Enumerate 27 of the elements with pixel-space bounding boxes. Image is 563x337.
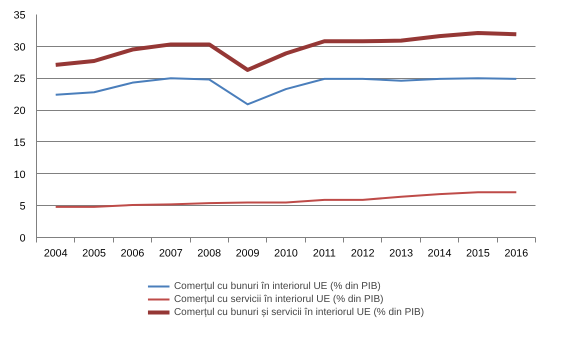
line-series (54, 191, 518, 208)
x-tick-label: 2015 (466, 248, 490, 260)
y-tick-label: 10 (14, 168, 26, 181)
x-tick-label: 2006 (120, 248, 144, 260)
legend-label: Comerțul cu bunuri în interiorul UE (% din PIB) (174, 280, 381, 292)
x-tick-label: 2008 (197, 248, 222, 260)
y-tick-label: 35 (14, 10, 26, 22)
line-series (54, 30, 518, 72)
legend-label: Comerțul cu servicii în interiorul UE (% din PIB) (174, 293, 384, 305)
y-tick-label: 5 (20, 200, 26, 213)
x-tick-label: 2009 (236, 248, 260, 260)
y-tick-label: 15 (14, 136, 26, 149)
x-tick-label: 2016 (504, 248, 528, 260)
legend-label: Comerțul cu bunuri și servicii în interiorul UE (% din PIB) (174, 306, 424, 318)
x-tick-label: 2010 (274, 248, 298, 260)
x-tick-label: 2014 (428, 248, 452, 260)
y-tick-label: 30 (14, 41, 26, 54)
x-tick-label: 2005 (82, 248, 106, 260)
line-series (54, 77, 518, 106)
y-tick-label: 25 (14, 73, 26, 86)
x-tick-label: 2007 (158, 248, 183, 260)
x-tick-label: 2013 (389, 248, 414, 260)
y-tick-label: 0 (20, 232, 26, 244)
x-tick-label: 2004 (44, 248, 68, 260)
x-tick-label: 2011 (312, 248, 336, 260)
y-tick-label: 20 (14, 105, 26, 118)
x-tick-label: 2012 (350, 248, 375, 260)
